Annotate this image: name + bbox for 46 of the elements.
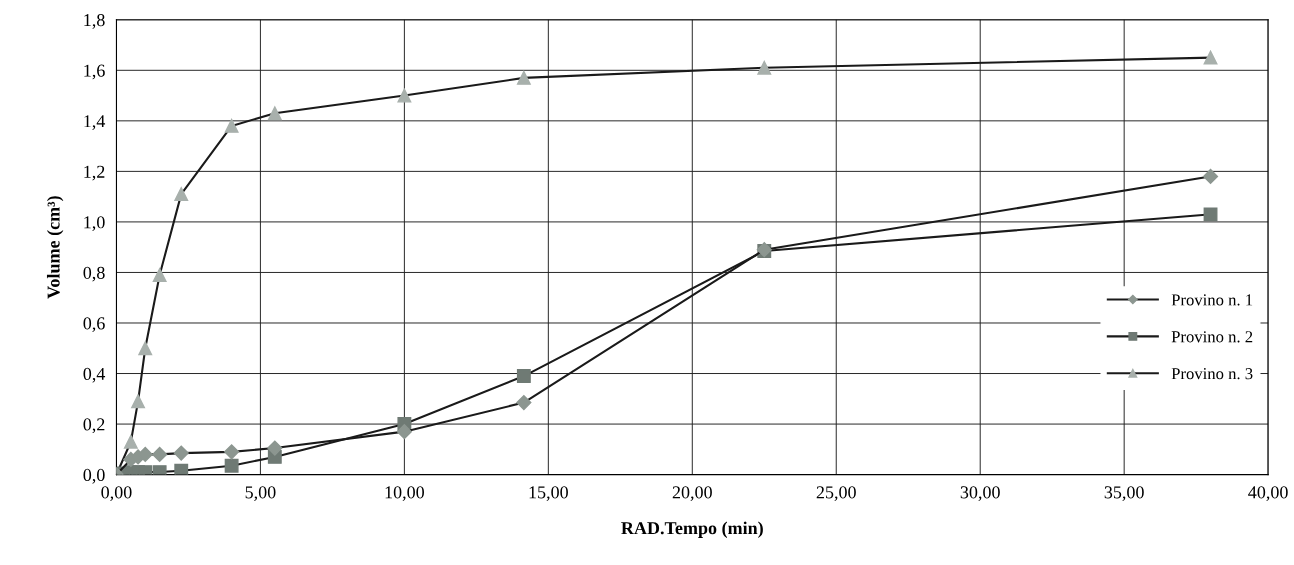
point <box>224 118 239 133</box>
x-tick-label: 5,00 <box>245 486 276 502</box>
point <box>267 106 282 121</box>
x-axis-title: RAD.Tempo (min) <box>621 521 763 538</box>
y-tick-label: 1,4 <box>84 115 106 130</box>
point <box>396 424 412 440</box>
y-tick-label: 1,6 <box>84 64 105 80</box>
x-tick-label: 35,00 <box>1104 486 1144 502</box>
point <box>516 395 532 411</box>
point <box>1203 50 1218 65</box>
point <box>1203 207 1218 222</box>
y-tick-label: 1,8 <box>84 14 105 29</box>
x-tick-label: 40,00 <box>1248 486 1288 502</box>
point <box>174 187 189 202</box>
point <box>757 60 772 75</box>
y-tick-label: 0,0 <box>83 468 105 484</box>
point <box>224 458 239 473</box>
x-tick-label: 15,00 <box>529 486 568 502</box>
point <box>267 440 283 456</box>
y-tick-label: 1,2 <box>84 165 105 181</box>
x-tick-label: 10,00 <box>385 486 424 502</box>
legend-label: Provino n. 2 <box>1171 331 1253 343</box>
y-axis-title: Volume (cm³) <box>46 196 64 299</box>
point <box>138 341 153 356</box>
x-tick-label: 0,00 <box>101 486 132 502</box>
y-tick-label: 0,6 <box>83 317 105 333</box>
y-tick-label: 0,4 <box>83 367 106 383</box>
x-tick-label: 30,00 <box>960 486 1000 502</box>
point <box>152 268 167 282</box>
point <box>174 463 189 475</box>
x-tick-label: 25,00 <box>816 486 856 502</box>
legend-label: Provino n. 3 <box>1171 368 1253 380</box>
y-tick-label: 0,2 <box>83 418 105 434</box>
legend-label: Provino n. 1 <box>1171 294 1253 306</box>
y-tick-label: 1,0 <box>84 216 105 231</box>
point <box>516 70 531 85</box>
point <box>516 369 531 383</box>
point <box>1202 168 1219 185</box>
point <box>397 88 412 103</box>
point <box>173 445 189 461</box>
x-tick-label: 20,00 <box>672 486 712 502</box>
y-tick-label: 0,8 <box>83 266 105 282</box>
point <box>123 434 138 449</box>
point <box>131 394 145 409</box>
point <box>224 444 240 460</box>
point <box>152 446 168 462</box>
